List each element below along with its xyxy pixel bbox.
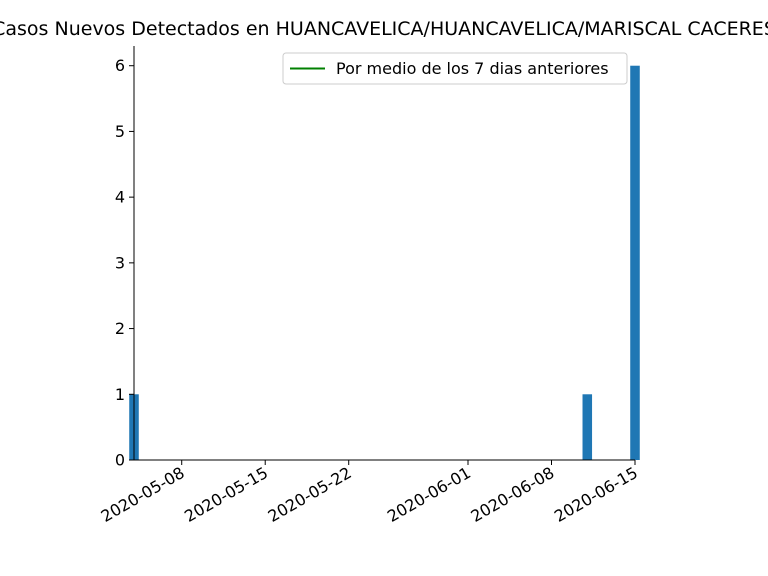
chart-title: Casos Nuevos Detectados en HUANCAVELICA/… bbox=[0, 18, 768, 40]
x-tick-label-2020-06-08: 2020-06-08 bbox=[467, 463, 557, 526]
y-tick-label-1: 1 bbox=[115, 385, 125, 404]
y-tick-label-6: 6 bbox=[115, 56, 125, 75]
legend-entry-label: Por medio de los 7 dias anteriores bbox=[336, 59, 609, 78]
x-tick-label-2020-05-15: 2020-05-15 bbox=[181, 463, 271, 526]
y-tick-label-4: 4 bbox=[115, 188, 125, 207]
legend: Por medio de los 7 dias anteriores bbox=[282, 52, 628, 85]
x-tick-label-2020-05-22: 2020-05-22 bbox=[265, 463, 355, 526]
y-tick-label-0: 0 bbox=[115, 451, 125, 470]
x-tick-label-2020-06-01: 2020-06-01 bbox=[384, 463, 474, 526]
x-tick-label-2020-05-08: 2020-05-08 bbox=[98, 463, 188, 526]
bar-2020-06-11 bbox=[582, 394, 593, 460]
y-tick-label-5: 5 bbox=[115, 122, 125, 141]
y-tick-label-3: 3 bbox=[115, 253, 125, 272]
x-tick-label-2020-06-15: 2020-06-15 bbox=[551, 463, 641, 526]
bar-2020-06-15 bbox=[630, 65, 640, 460]
y-tick-label-2: 2 bbox=[115, 319, 125, 338]
legend-box bbox=[282, 52, 628, 85]
